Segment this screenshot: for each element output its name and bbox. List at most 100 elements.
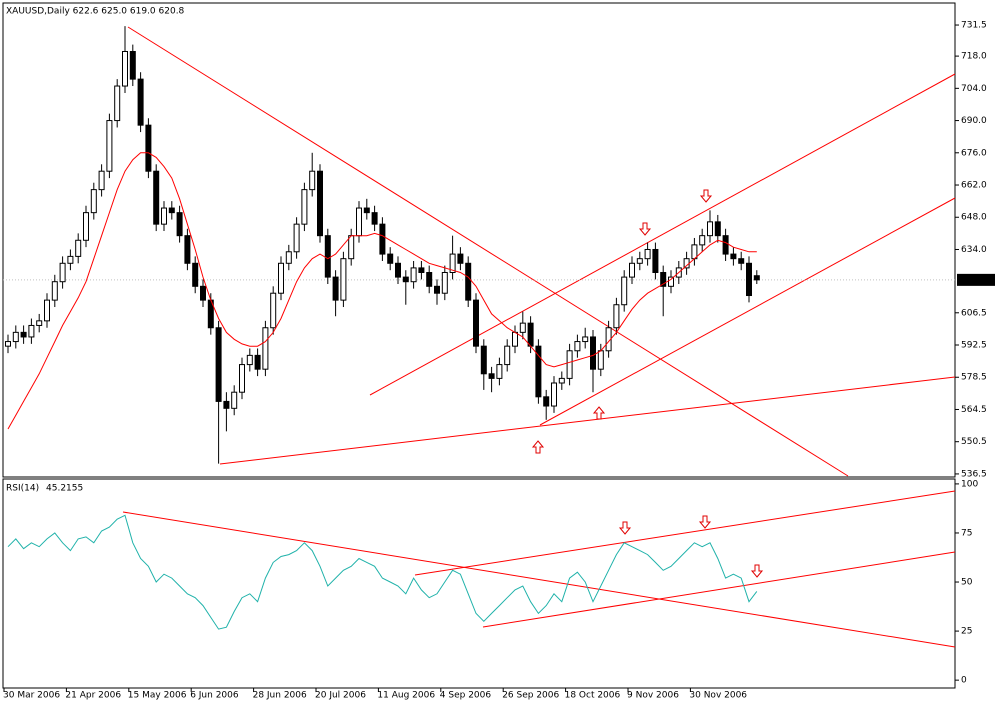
candle-body <box>738 258 745 264</box>
trendline <box>127 26 849 477</box>
price-panel <box>2 2 956 478</box>
candle-body <box>348 235 355 260</box>
candle-body <box>153 170 160 225</box>
trendline <box>539 197 956 426</box>
candle-body <box>223 400 230 409</box>
x-tick-label: 30 Nov 2006 <box>689 691 747 701</box>
candle-body <box>473 299 479 347</box>
arrows <box>531 189 764 578</box>
candle-body <box>714 221 721 237</box>
candle-body <box>161 207 167 225</box>
y-tick-label: 648.0 <box>961 213 987 223</box>
candle-body <box>707 221 713 237</box>
candle-body <box>441 271 448 294</box>
candle-body <box>122 51 128 87</box>
y-tick-label: 25 <box>961 627 972 637</box>
y-tick-label: 50 <box>961 578 973 588</box>
candle-body <box>402 276 409 283</box>
down-arrow <box>618 521 632 535</box>
candle-body <box>332 276 339 301</box>
x-tick-label: 6 Jun 2006 <box>190 691 239 701</box>
y-tick-label: 564.5 <box>961 405 987 415</box>
current-price-box <box>957 273 995 286</box>
candle-body <box>379 223 386 255</box>
candle-body <box>246 354 253 366</box>
candle-body <box>449 253 456 273</box>
y-tick-label: 704.0 <box>961 84 987 94</box>
candle-body <box>129 51 136 80</box>
moving-average <box>7 152 757 430</box>
up-arrow <box>531 440 545 454</box>
candle-body <box>387 253 394 264</box>
candle-body <box>44 299 50 322</box>
x-tick-label: 4 Sep 2006 <box>440 691 492 701</box>
y-tick-label: 690.0 <box>961 116 987 126</box>
x-tick-label: 21 Apr 2006 <box>65 691 121 701</box>
candle-body <box>566 350 573 379</box>
candle-body <box>722 235 729 255</box>
candle-body <box>730 253 737 260</box>
y-tick-label: 662.0 <box>961 181 987 191</box>
y-tick-label: 676.0 <box>961 148 987 158</box>
x-tick-label: 9 Nov 2006 <box>627 691 679 701</box>
y-tick-label: 634.0 <box>961 245 987 255</box>
candle-body <box>356 207 362 237</box>
candle-body <box>597 350 604 370</box>
x-tick-label: 18 Oct 2006 <box>565 691 621 701</box>
y-tick-label: 75 <box>961 528 972 538</box>
down-arrow <box>638 222 652 236</box>
trendline <box>369 73 956 396</box>
x-tick-label: 20 Jul 2006 <box>315 691 366 701</box>
candle-body <box>426 271 433 287</box>
candle-body <box>457 253 464 264</box>
current-price-label: 620.8 <box>961 275 987 285</box>
candle-body <box>114 85 121 122</box>
candle-body <box>371 212 378 225</box>
candle-body <box>668 276 674 287</box>
down-arrow <box>699 189 713 203</box>
candle-body <box>75 239 82 257</box>
candle-body <box>551 382 557 407</box>
candle-body <box>746 262 752 297</box>
y-tick-label: 606.5 <box>961 308 987 318</box>
candle-body <box>504 345 511 366</box>
candle-body <box>644 248 651 260</box>
candle-body <box>574 341 581 352</box>
up-arrow <box>592 406 606 420</box>
rsi-title: RSI(14) <box>6 484 39 494</box>
candle-body <box>753 275 760 281</box>
candle-body <box>363 207 370 214</box>
candle-body <box>184 235 191 264</box>
candle-body <box>270 292 277 329</box>
y-tick-label: 592.5 <box>961 341 987 351</box>
candle-body <box>613 304 620 329</box>
candle-body <box>98 170 105 191</box>
rsi-panel <box>2 478 956 689</box>
candle-body <box>51 281 58 301</box>
trendline <box>219 376 956 465</box>
y-tick-label: 718.0 <box>961 52 987 62</box>
candle-body <box>480 345 487 375</box>
candle-body <box>636 258 643 264</box>
candle-body <box>340 258 347 301</box>
candle-body <box>543 396 550 407</box>
y-tick-label: 731.5 <box>961 21 987 31</box>
rsi-last-value: 45.2155 <box>46 484 83 494</box>
y-tick-label: 0 <box>961 676 967 686</box>
trendlines <box>122 26 956 648</box>
candle-body <box>660 271 667 287</box>
candle-body <box>465 262 472 301</box>
candle-body <box>410 267 417 283</box>
down-arrow <box>698 515 712 529</box>
candle-body <box>20 331 27 338</box>
candle-body <box>262 327 269 370</box>
x-tick-label: 11 Aug 2006 <box>377 691 435 701</box>
trendline <box>414 490 956 576</box>
candle-body <box>621 276 628 306</box>
down-arrow <box>750 564 764 578</box>
x-tick-label: 15 May 2006 <box>128 691 187 701</box>
candle-body <box>652 248 659 273</box>
candle-body <box>215 327 222 402</box>
candle-body <box>67 255 74 264</box>
